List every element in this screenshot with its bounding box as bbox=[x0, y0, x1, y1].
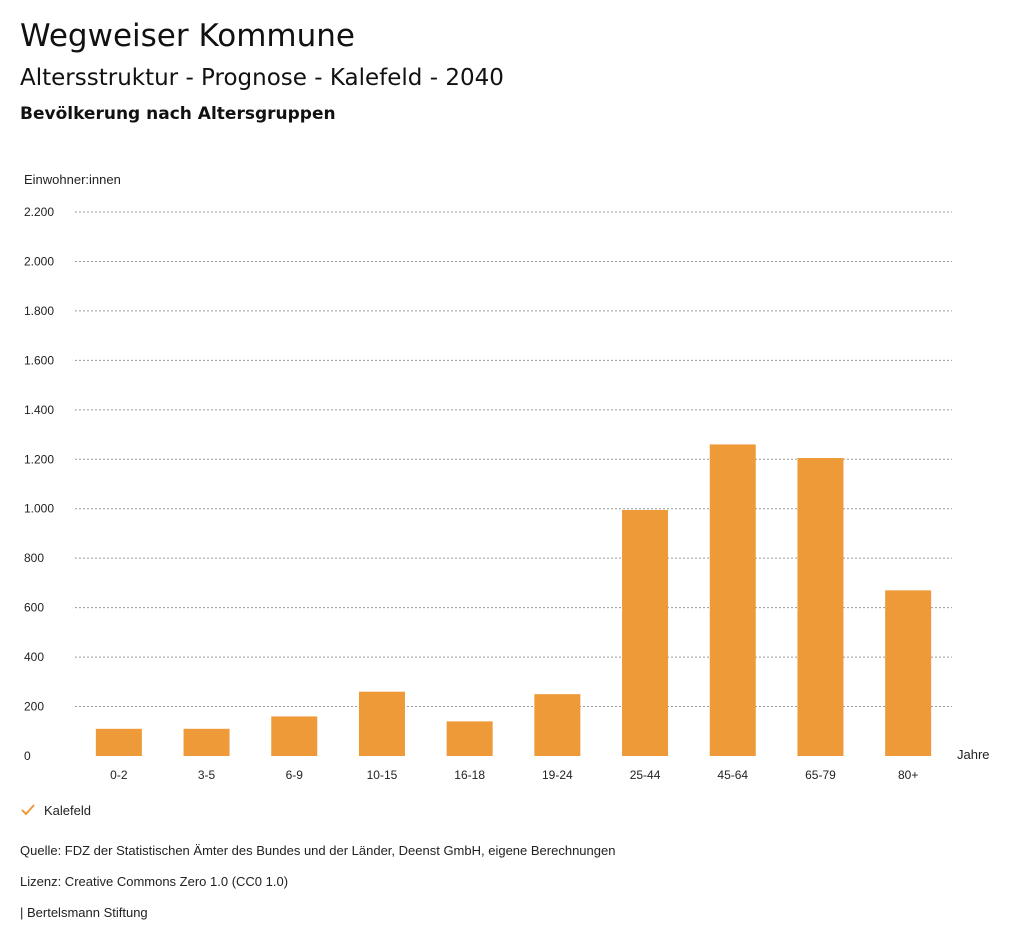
y-tick-label: 1.000 bbox=[24, 502, 54, 516]
bar bbox=[183, 728, 230, 756]
x-tick-label: 80+ bbox=[898, 768, 918, 782]
brand-title: Wegweiser Kommune bbox=[20, 18, 355, 54]
y-tick-label: 2.000 bbox=[24, 254, 54, 268]
x-tick-label: 65-79 bbox=[805, 768, 836, 782]
legend-label: Kalefeld bbox=[44, 802, 91, 818]
y-axis-title: Einwohner:innen bbox=[24, 172, 121, 187]
y-tick-label: 400 bbox=[24, 650, 44, 664]
y-tick-label: 800 bbox=[24, 551, 44, 565]
bar bbox=[709, 444, 756, 756]
bar bbox=[622, 509, 669, 756]
x-tick-label: 25-44 bbox=[630, 768, 661, 782]
bar bbox=[797, 458, 844, 756]
license-note: Lizenz: Creative Commons Zero 1.0 (CC0 1… bbox=[20, 874, 289, 889]
x-tick-label: 16-18 bbox=[454, 768, 485, 782]
x-axis-title: Jahre bbox=[957, 747, 990, 762]
bar-chart: Einwohner:innen 0 200 400 600 800 1.000 1.200 1.… bbox=[24, 172, 990, 782]
y-tick-label: 200 bbox=[24, 700, 44, 714]
bar bbox=[271, 716, 318, 756]
y-tick-label: 1.600 bbox=[24, 353, 54, 367]
x-tick-label: 19-24 bbox=[542, 768, 573, 782]
bar bbox=[95, 728, 142, 756]
bar bbox=[534, 694, 581, 756]
x-tick-label: 6-9 bbox=[286, 768, 304, 782]
y-tick-label: 1.200 bbox=[24, 452, 54, 466]
y-tick-label: 2.200 bbox=[24, 205, 54, 219]
y-tick-label: 1.400 bbox=[24, 403, 54, 417]
chart-title: Altersstruktur - Prognose - Kalefeld - 2… bbox=[20, 65, 504, 91]
y-tick-label: 1.800 bbox=[24, 304, 54, 318]
chart-subtitle: Bevölkerung nach Altersgruppen bbox=[20, 104, 336, 124]
bar bbox=[358, 691, 405, 756]
x-tick-label: 45-64 bbox=[717, 768, 748, 782]
x-tick-label: 3-5 bbox=[198, 768, 216, 782]
source-note: Quelle: FDZ der Statistischen Ämter des … bbox=[20, 843, 616, 858]
checkmark-icon bbox=[21, 804, 35, 816]
bar bbox=[446, 721, 493, 756]
y-tick-label: 600 bbox=[24, 601, 44, 615]
publisher-note: | Bertelsmann Stiftung bbox=[20, 905, 148, 920]
bar bbox=[885, 590, 932, 756]
y-tick-label: 0 bbox=[24, 749, 31, 763]
x-tick-label: 0-2 bbox=[110, 768, 128, 782]
legend-item-kalefeld[interactable]: Kalefeld bbox=[20, 802, 91, 818]
x-tick-label: 10-15 bbox=[367, 768, 398, 782]
